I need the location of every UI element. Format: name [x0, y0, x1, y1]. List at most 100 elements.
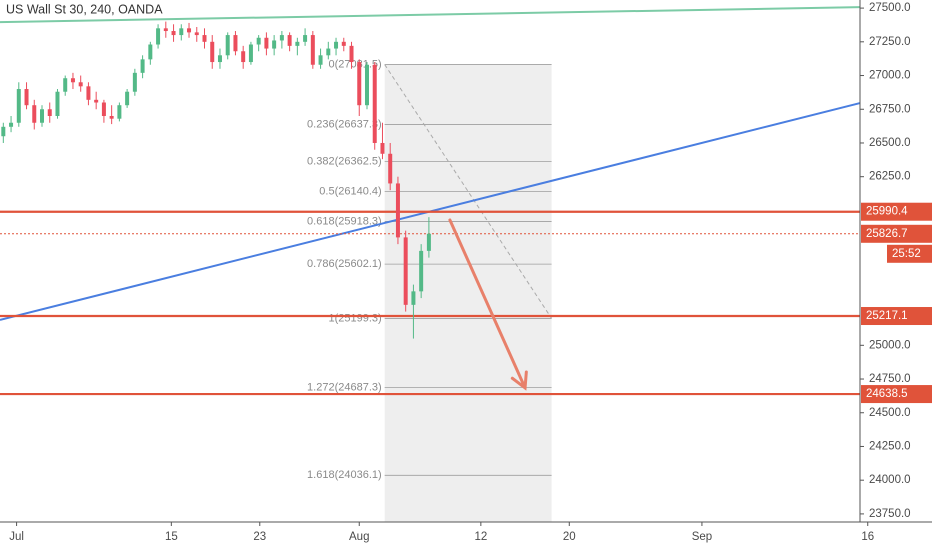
fib-label: 1.618(24036.1): [307, 469, 382, 481]
candle-body: [32, 105, 37, 123]
fib-label: 0.236(26637.3): [307, 118, 382, 130]
candle-body: [179, 28, 184, 36]
x-tick-label: 15: [165, 531, 178, 543]
candle-body: [279, 35, 284, 41]
candle-body: [241, 51, 246, 63]
price-label-bg: [861, 385, 932, 404]
candle-body: [9, 122, 14, 127]
plot-layer: 0(27081.5)0.236(26637.3)0.382(26362.5)0.…: [0, 6, 861, 522]
fib-box: [384, 64, 552, 522]
candle-body: [380, 142, 385, 154]
y-tick-label: 26250.0: [869, 171, 911, 183]
price-label-bg: [861, 307, 932, 326]
y-tick-label: 25000.0: [869, 339, 911, 351]
fib-label: 0.5(26140.4): [319, 185, 381, 197]
candle-body: [272, 40, 277, 49]
candle-body: [47, 109, 52, 116]
candle-body: [426, 233, 431, 251]
fib-trend: [384, 64, 553, 319]
candle-body: [388, 153, 393, 184]
candle-body: [334, 41, 339, 49]
candle-body: [78, 82, 83, 87]
candle-body: [287, 35, 292, 46]
y-tick-label: 24250.0: [869, 440, 911, 452]
candle-body: [40, 109, 45, 123]
fib-label: 1(25199.3): [328, 312, 381, 324]
candle-body: [16, 89, 21, 123]
candle-body: [55, 91, 60, 116]
candle-body: [86, 86, 91, 100]
candle-body: [24, 89, 29, 106]
fib-label: 0.618(25918.3): [307, 215, 382, 227]
candle-body: [171, 31, 176, 36]
candle-body: [94, 99, 99, 103]
candle-body: [411, 291, 416, 305]
y-tick-label: 26500.0: [869, 137, 911, 149]
fib-label: 0.786(25602.1): [307, 258, 382, 270]
candle-body: [310, 35, 315, 65]
candle-body: [163, 28, 168, 32]
candle-body: [187, 28, 192, 33]
candle-body: [419, 250, 424, 292]
y-tick-label: 27500.0: [869, 2, 911, 14]
candle-body: [357, 62, 362, 106]
candle-body: [341, 41, 346, 46]
x-tick-label: 16: [861, 531, 874, 543]
candle-body: [295, 41, 300, 46]
price-label: 25990.4: [866, 206, 908, 218]
candle-body: [233, 35, 238, 52]
y-tick-label: 27250.0: [869, 36, 911, 48]
price-label: 25217.1: [866, 310, 908, 322]
y-tick-label: 24500.0: [869, 407, 911, 419]
candle-body: [117, 105, 122, 119]
candle-body: [210, 41, 215, 63]
chart-title: US Wall St 30, 240, OANDA: [6, 2, 163, 16]
fib-label: 0.382(26362.5): [307, 155, 382, 167]
x-tick-label: 23: [253, 531, 266, 543]
candle-body: [101, 102, 106, 116]
candle-body: [364, 64, 369, 106]
x-tick-label: Sep: [692, 531, 712, 543]
arrow: [448, 218, 528, 391]
candle-body: [395, 183, 400, 238]
candle-body: [256, 37, 261, 45]
candle-body: [202, 35, 207, 42]
candle-body: [63, 78, 68, 92]
candle-body: [303, 35, 308, 42]
price-label-bg: [861, 202, 932, 221]
candle-body: [403, 237, 408, 305]
y-tick-label: 24000.0: [869, 474, 911, 486]
countdown: 25:52: [892, 248, 921, 260]
candle-body: [326, 48, 331, 56]
candle-body: [125, 91, 130, 106]
x-tick-label: 20: [563, 531, 576, 543]
candle-body: [70, 78, 75, 83]
x-tick-label: Aug: [349, 531, 369, 543]
candle-body: [109, 116, 114, 119]
countdown-bg: [887, 244, 932, 263]
candle-body: [349, 45, 354, 63]
x-tick-label: 12: [474, 531, 487, 543]
candle-body: [1, 126, 6, 137]
price-label: 25826.7: [866, 228, 908, 240]
y-tick-label: 27000.0: [869, 70, 911, 82]
candle-body: [156, 28, 161, 45]
candle-body: [318, 55, 323, 65]
y-tick-label: 24750.0: [869, 373, 911, 385]
fib-label: 1.272(24687.3): [307, 381, 382, 393]
candle-body: [264, 37, 269, 49]
candle-body: [140, 59, 145, 73]
y-tick-label: 26750.0: [869, 103, 911, 115]
candle-body: [194, 32, 199, 36]
candle-body: [132, 72, 137, 92]
candle-body: [225, 35, 230, 56]
price-label: 24638.5: [866, 388, 908, 400]
candle-body: [372, 64, 377, 143]
candle-body: [248, 44, 253, 63]
price-label-bg: [861, 224, 932, 243]
trendline: [0, 6, 861, 24]
x-tick-label: Jul: [9, 531, 24, 543]
candle-body: [148, 44, 153, 60]
y-tick-label: 23750.0: [869, 508, 911, 520]
